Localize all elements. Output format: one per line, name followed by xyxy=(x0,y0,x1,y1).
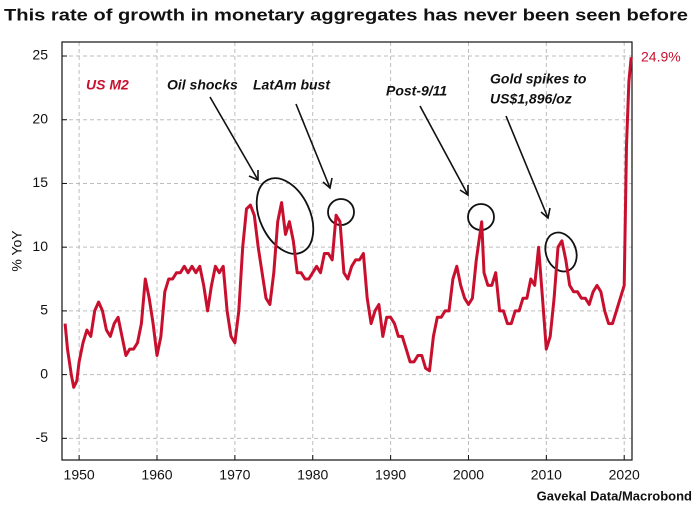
annotation-arrows xyxy=(209,96,578,273)
arrow xyxy=(209,96,259,181)
arrow-head xyxy=(322,177,333,190)
source: Gavekal Data/Macrobond xyxy=(537,488,692,503)
highlight-circle xyxy=(255,177,315,255)
chart-title: This rate of growth in monetary aggregat… xyxy=(4,5,688,24)
plot-frame xyxy=(61,41,633,461)
y-tick-label: 0 xyxy=(40,365,48,381)
x-tick-label: 1970 xyxy=(219,467,250,483)
x-tick-label: 1980 xyxy=(297,467,328,483)
arrow-head xyxy=(248,170,259,182)
y-tick-label: -5 xyxy=(36,429,49,445)
end-value-label: 24.9% xyxy=(641,49,681,65)
arrow-head xyxy=(540,207,551,220)
y-tick-label: 15 xyxy=(32,174,48,190)
arrow xyxy=(419,105,469,196)
arrow xyxy=(505,115,549,219)
x-tick-label: 1960 xyxy=(141,467,172,483)
x-tick-label: 2020 xyxy=(609,467,640,483)
annotation: Oil shocks xyxy=(167,77,238,93)
annotation: US$1,896/oz xyxy=(490,91,572,107)
y-axis-label: % YoY xyxy=(9,230,25,272)
annotation: Post-9/11 xyxy=(386,83,447,99)
x-tick-label: 1990 xyxy=(375,467,406,483)
annotation: LatAm bust xyxy=(253,77,331,93)
y-tick-label: 20 xyxy=(32,110,48,126)
arrow-head xyxy=(459,185,469,197)
data-line xyxy=(63,57,633,389)
annotation: US M2 xyxy=(86,77,129,93)
y-tick-label: 5 xyxy=(40,302,48,318)
x-tick-label: 1950 xyxy=(64,467,95,483)
x-tick-label: 2000 xyxy=(453,467,484,483)
annotation: Gold spikes to xyxy=(490,71,587,87)
y-tick-label: 25 xyxy=(32,47,48,63)
arrow xyxy=(295,103,331,189)
x-tick-label: 2010 xyxy=(531,467,562,483)
y-tick-label: 10 xyxy=(32,238,48,254)
